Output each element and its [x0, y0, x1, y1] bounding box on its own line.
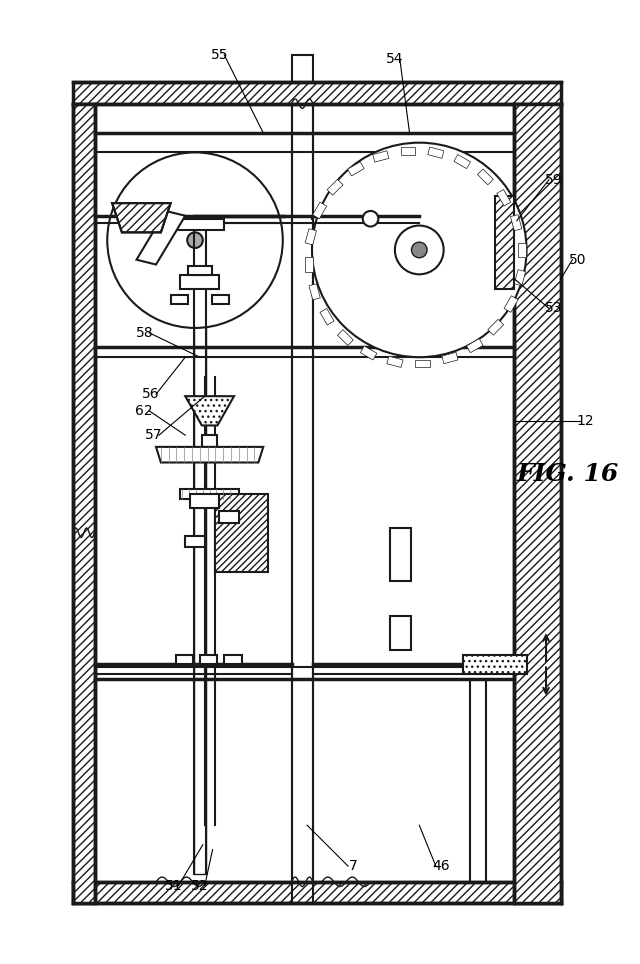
- Bar: [309, 283, 320, 300]
- Bar: [477, 169, 493, 185]
- Bar: [305, 257, 313, 272]
- Text: 12: 12: [576, 414, 594, 428]
- Text: 58: 58: [136, 326, 153, 340]
- Text: 56: 56: [142, 388, 160, 401]
- Bar: [497, 190, 511, 206]
- Bar: [73, 82, 561, 104]
- Polygon shape: [156, 447, 263, 463]
- Bar: [518, 243, 525, 257]
- Text: 59: 59: [545, 173, 563, 187]
- Text: 55: 55: [211, 48, 228, 62]
- Bar: [212, 295, 229, 304]
- Bar: [463, 655, 527, 674]
- Polygon shape: [136, 211, 185, 264]
- Bar: [390, 528, 412, 581]
- Text: 51: 51: [164, 878, 182, 893]
- Bar: [387, 356, 403, 367]
- Bar: [73, 104, 95, 903]
- Text: 53: 53: [545, 302, 563, 315]
- Text: 52: 52: [191, 878, 209, 893]
- Bar: [180, 489, 239, 498]
- Text: FIG. 16: FIG. 16: [516, 462, 619, 486]
- Bar: [415, 360, 430, 367]
- Bar: [320, 308, 334, 325]
- Bar: [171, 295, 188, 304]
- Circle shape: [395, 226, 444, 275]
- Text: 62: 62: [136, 404, 153, 417]
- Bar: [224, 655, 242, 664]
- Bar: [180, 276, 220, 289]
- Bar: [442, 353, 458, 363]
- Bar: [194, 221, 205, 874]
- Circle shape: [363, 211, 378, 227]
- Circle shape: [188, 232, 203, 248]
- Bar: [190, 494, 220, 508]
- Bar: [313, 202, 326, 219]
- Bar: [495, 197, 514, 289]
- Bar: [188, 265, 212, 276]
- Bar: [428, 147, 444, 158]
- Bar: [515, 270, 525, 285]
- Bar: [390, 616, 412, 650]
- Bar: [337, 330, 353, 345]
- Text: 7: 7: [349, 859, 357, 873]
- Bar: [401, 147, 415, 155]
- Bar: [514, 104, 561, 903]
- Circle shape: [312, 143, 527, 358]
- Circle shape: [412, 242, 427, 257]
- Bar: [504, 296, 518, 312]
- Bar: [292, 55, 313, 903]
- Circle shape: [108, 152, 283, 328]
- Bar: [511, 215, 522, 230]
- Bar: [348, 162, 364, 175]
- Bar: [73, 882, 561, 903]
- Text: 46: 46: [432, 859, 449, 873]
- Text: 54: 54: [386, 52, 404, 66]
- Bar: [360, 346, 377, 360]
- Bar: [488, 319, 504, 335]
- Polygon shape: [112, 203, 171, 232]
- Bar: [454, 154, 470, 169]
- Bar: [372, 150, 389, 162]
- Bar: [305, 228, 317, 245]
- Polygon shape: [185, 396, 234, 425]
- Bar: [175, 219, 224, 230]
- Bar: [214, 494, 268, 572]
- Bar: [220, 511, 239, 522]
- Bar: [327, 179, 343, 195]
- Bar: [185, 536, 205, 548]
- Bar: [200, 655, 218, 664]
- Bar: [175, 655, 193, 664]
- Bar: [202, 435, 218, 447]
- Bar: [467, 338, 483, 353]
- Text: 50: 50: [568, 253, 586, 267]
- Text: 57: 57: [145, 428, 163, 442]
